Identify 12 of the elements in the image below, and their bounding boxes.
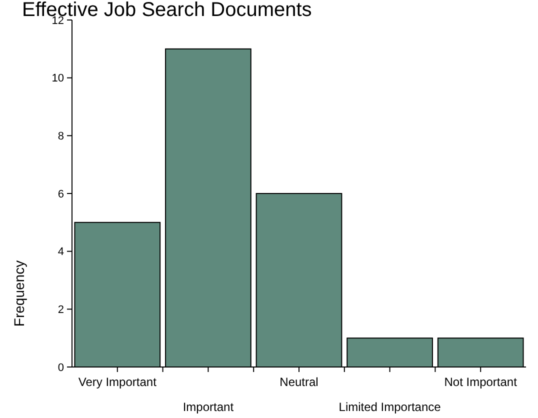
y-tick-label: 8 bbox=[58, 130, 64, 143]
y-tick-label: 2 bbox=[58, 304, 64, 316]
x-tick-label: Neutral bbox=[280, 375, 318, 389]
y-axis-title: Frequency bbox=[11, 260, 27, 327]
x-tick-label: Limited Importance bbox=[338, 400, 442, 414]
y-tick-label: 0 bbox=[58, 362, 64, 374]
x-tick-label: Important bbox=[182, 400, 234, 414]
y-tick-label: 6 bbox=[58, 188, 64, 200]
y-tick-label: 4 bbox=[58, 246, 64, 258]
x-tick-label: Not Important bbox=[444, 375, 518, 389]
x-tick-label: Very Important bbox=[78, 375, 158, 389]
y-tick-label: 10 bbox=[52, 72, 64, 85]
